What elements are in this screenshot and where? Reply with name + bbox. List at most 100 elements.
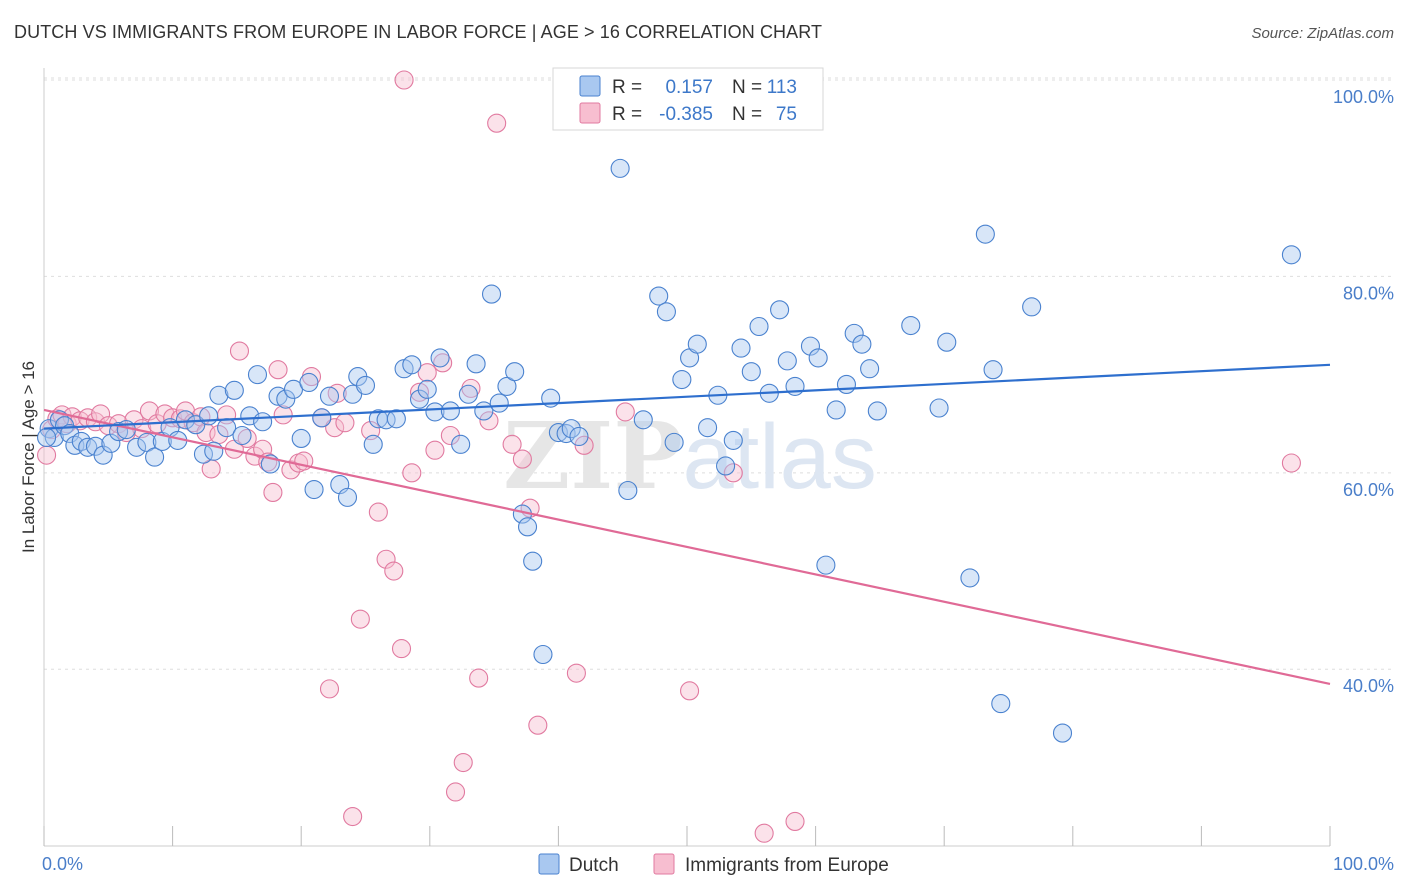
legend-n-value-immigrants: 75 xyxy=(776,104,797,125)
immigrants-point-31 xyxy=(253,439,273,459)
legend-r-value-dutch: 0.157 xyxy=(665,77,713,98)
dutch-point-37 xyxy=(304,479,324,500)
y-tick-label-80: 80.0% xyxy=(1343,283,1394,303)
dutch-point-29 xyxy=(247,365,268,385)
dutch-point-104 xyxy=(937,332,957,352)
dutch-point-24 xyxy=(209,385,229,405)
legend-n-label-immigrants: N = xyxy=(732,104,762,125)
immigrants-point-44 xyxy=(335,413,355,433)
dutch-point-72 xyxy=(569,426,589,447)
y-axis-tick-labels: 40.0% 60.0% 80.0% 100.0% xyxy=(1333,87,1394,696)
dutch-point-36 xyxy=(299,372,319,393)
immigrants-point-74 xyxy=(754,823,774,843)
series-dutch-points xyxy=(37,158,1301,743)
dutch-point-94 xyxy=(808,348,828,368)
dutch-point-106 xyxy=(975,224,995,244)
dutch-point-101 xyxy=(867,401,887,421)
dutch-point-27 xyxy=(232,425,252,446)
dutch-point-91 xyxy=(777,351,797,371)
immigrants-point-35 xyxy=(273,405,293,425)
chart-title: DUTCH VS IMMIGRANTS FROM EUROPE IN LABOR… xyxy=(14,22,823,42)
gridlines xyxy=(44,77,1392,670)
dutch-point-103 xyxy=(929,398,949,418)
dutch-point-95 xyxy=(816,555,836,575)
dutch-point-108 xyxy=(991,694,1011,714)
dutch-point-71 xyxy=(561,419,581,439)
watermark: ZIPatlas xyxy=(503,402,877,510)
dutch-point-57 xyxy=(458,384,478,404)
dutch-point-52 xyxy=(417,379,437,399)
dutch-point-4 xyxy=(60,423,80,444)
dutch-point-88 xyxy=(749,316,769,337)
immigrants-point-71 xyxy=(615,402,635,422)
immigrants-point-28 xyxy=(229,341,250,361)
immigrants-point-69 xyxy=(566,663,586,683)
dutch-point-10 xyxy=(101,433,121,453)
immigrants-point-56 xyxy=(425,440,445,460)
legend-r-label-immigrants: R = xyxy=(612,104,642,125)
dutch-point-33 xyxy=(276,389,296,409)
dutch-point-93 xyxy=(800,336,821,356)
trendline-dutch xyxy=(43,363,1331,430)
dutch-point-77 xyxy=(656,302,676,322)
dutch-point-79 xyxy=(672,369,692,390)
dutch-point-19 xyxy=(175,410,196,430)
bottom-legend-swatch-immigrants xyxy=(653,853,675,875)
y-axis-title: In Labor Force | Age > 16 xyxy=(19,361,38,553)
dutch-point-41 xyxy=(337,487,358,507)
dutch-point-54 xyxy=(430,348,450,368)
dutch-point-65 xyxy=(517,517,538,537)
dutch-point-14 xyxy=(137,432,157,452)
immigrants-point-60 xyxy=(453,752,473,773)
dutch-point-63 xyxy=(505,362,525,382)
dutch-point-38 xyxy=(312,408,332,428)
dutch-point-97 xyxy=(836,374,857,394)
dutch-point-45 xyxy=(363,434,383,454)
dutch-point-82 xyxy=(698,418,718,438)
dutch-point-56 xyxy=(451,434,471,454)
immigrants-point-72 xyxy=(680,681,700,701)
chart-source: Source: ZipAtlas.com xyxy=(1251,25,1394,42)
immigrants-point-45 xyxy=(343,806,363,827)
legend-swatch-immigrants xyxy=(579,102,601,124)
immigrants-point-51 xyxy=(391,639,412,659)
dutch-point-111 xyxy=(1281,245,1301,265)
immigrants-point-34 xyxy=(268,360,288,380)
immigrants-point-59 xyxy=(445,782,466,802)
dutch-point-75 xyxy=(633,410,653,430)
dutch-point-86 xyxy=(731,338,751,358)
dutch-point-99 xyxy=(852,334,872,354)
x-tick-label-min: 0.0% xyxy=(42,854,83,874)
dutch-point-50 xyxy=(402,355,422,375)
immigrants-point-43 xyxy=(327,383,347,403)
dutch-point-98 xyxy=(844,323,864,343)
immigrants-point-63 xyxy=(479,411,499,431)
bottom-legend-label-immigrants: Immigrants from Europe xyxy=(685,855,889,876)
dutch-point-35 xyxy=(291,428,311,448)
y-tick-label-100: 100.0% xyxy=(1333,87,1394,107)
immigrants-point-48 xyxy=(368,502,388,522)
immigrants-point-62 xyxy=(469,668,489,688)
legend-box: R = 0.157 N = 113 R = -0.385 N = 75 xyxy=(552,67,824,131)
dutch-point-109 xyxy=(1022,297,1042,317)
immigrants-point-29 xyxy=(237,428,257,448)
immigrants-point-68 xyxy=(528,715,548,735)
dutch-point-87 xyxy=(741,362,761,382)
dutch-point-85 xyxy=(723,430,743,450)
dutch-point-44 xyxy=(355,375,376,395)
dutch-point-15 xyxy=(145,447,165,467)
immigrants-point-75 xyxy=(785,811,805,831)
immigrants-point-0 xyxy=(37,445,57,465)
dutch-point-84 xyxy=(716,456,736,476)
dutch-point-60 xyxy=(481,284,502,304)
y-tick-label-40: 40.0% xyxy=(1343,676,1394,696)
dutch-point-30 xyxy=(253,412,273,432)
dutch-point-58 xyxy=(466,354,486,374)
dutch-point-96 xyxy=(826,400,846,420)
immigrants-point-55 xyxy=(417,363,437,383)
immigrants-point-41 xyxy=(319,679,340,699)
immigrants-point-70 xyxy=(574,435,594,455)
dutch-point-53 xyxy=(425,402,445,422)
dutch-point-81 xyxy=(687,334,707,354)
immigrants-point-76 xyxy=(1281,453,1301,473)
